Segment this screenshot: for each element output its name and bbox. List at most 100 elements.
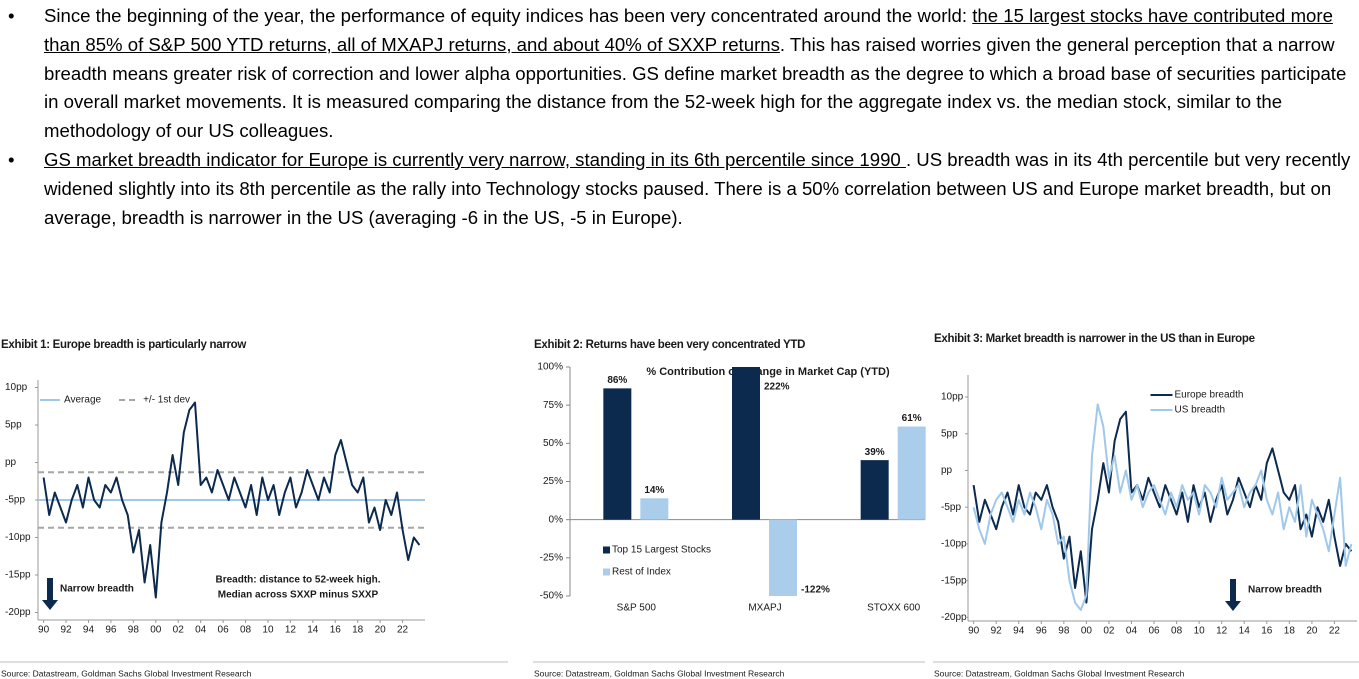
x-tick-label: 22: [397, 625, 409, 636]
x-tick-label: 18: [1284, 626, 1296, 637]
x-tick-label: 98: [128, 625, 140, 636]
y-tick-label: -50%: [540, 591, 563, 602]
value-label: 14%: [644, 485, 664, 496]
source: Source: Datastream, Goldman Sachs Global…: [1, 668, 252, 678]
x-tick-label: 94: [1013, 626, 1025, 637]
y-tick-label: -15pp: [5, 570, 31, 581]
bar: [860, 460, 889, 520]
value-label: 222%: [764, 382, 790, 393]
y-tick-label: -25%: [540, 552, 563, 563]
bullet: Since the beginning of the year, the per…: [0, 2, 1352, 146]
x-tick-label: 02: [173, 625, 185, 636]
annotation: Median across SXXP minus SXXP: [218, 590, 379, 601]
y-tick-label: -5pp: [941, 502, 961, 513]
y-tick-label: pp: [5, 457, 17, 468]
arrow-shaft: [1230, 579, 1236, 601]
x-tick-label: 94: [83, 625, 95, 636]
bullet-text: the 15 largest stocks have contributed m…: [44, 5, 1333, 55]
series-line: [972, 410, 1353, 604]
x-tick-label: 96: [1036, 626, 1048, 637]
y-tick-label: 25%: [543, 476, 563, 487]
annotation: Narrow breadth: [60, 584, 134, 595]
annotation: Breadth: distance to 52-week high.: [215, 575, 380, 586]
value-label: 86%: [607, 375, 627, 386]
y-tick-label: -20pp: [5, 607, 31, 618]
y-tick-label: 75%: [543, 400, 563, 411]
value-label: -122%: [801, 585, 830, 596]
bullet-text: Since the beginning of the year, the per…: [44, 5, 973, 26]
bar: [897, 426, 926, 520]
value-label: 61%: [902, 413, 922, 424]
y-tick-label: -10pp: [5, 532, 31, 543]
series-line: [972, 403, 1353, 611]
legend-swatch: [603, 568, 610, 576]
x-tick-label: 92: [991, 626, 1003, 637]
source: Source: Datastream, Goldman Sachs Global…: [934, 668, 1185, 678]
x-tick-label: 00: [150, 625, 162, 636]
text-block: Since the beginning of the year, the per…: [0, 2, 1355, 232]
x-tick-label: STOXX 600: [867, 603, 921, 614]
chart-subtitle: % Contribution of Change in Market Cap (…: [646, 366, 890, 378]
x-tick-label: 00: [1081, 626, 1093, 637]
x-tick-label: 10: [262, 625, 274, 636]
y-tick-label: 50%: [543, 438, 563, 449]
series-line: [42, 401, 421, 599]
chart-title: Exhibit 1: Europe breadth is particularl…: [1, 339, 246, 351]
chart-title: Exhibit 3: Market breadth is narrower in…: [934, 333, 1255, 345]
value-label: 39%: [865, 447, 885, 458]
x-tick-label: 12: [285, 625, 297, 636]
x-tick-label: 06: [218, 625, 230, 636]
y-tick-label: -15pp: [941, 575, 967, 586]
bars: [603, 367, 926, 596]
y-tick-label: 5pp: [5, 420, 22, 431]
x-tick-label: 90: [968, 626, 980, 637]
bullet-text: GS market breadth indicator for Europe i…: [44, 148, 906, 170]
y-tick-label: pp: [941, 465, 953, 476]
y-tick-label: 100%: [537, 362, 563, 373]
x-tick-label: 20: [1306, 626, 1318, 637]
legend-label: US breadth: [1175, 405, 1226, 416]
y-tick-label: -20pp: [941, 612, 967, 623]
x-tick-label: 14: [307, 625, 319, 636]
arrow-shaft: [47, 578, 53, 600]
x-tick-label: 90: [38, 625, 50, 636]
bar: [732, 367, 760, 520]
legend-label: Rest of Index: [612, 567, 671, 578]
x-tick-label: 16: [330, 625, 342, 636]
bar: [603, 388, 632, 520]
y-tick-label: 10pp: [941, 392, 964, 403]
legend-label: Europe breadth: [1175, 390, 1244, 401]
bullet-text: . US breadth was in its 4th percentile b…: [44, 148, 1351, 228]
arrow-head: [1225, 601, 1241, 611]
x-tick-label: 06: [1148, 626, 1160, 637]
y-tick-label: 5pp: [941, 428, 958, 439]
x-tick-label: 12: [1216, 626, 1228, 637]
x-tick-label: 96: [105, 625, 117, 636]
chart-title: Exhibit 2: Returns have been very concen…: [534, 339, 805, 351]
x-tick-label: 98: [1058, 626, 1070, 637]
x-tick-label: MXAPJ: [748, 603, 781, 614]
bar: [769, 519, 797, 596]
x-tick-label: S&P 500: [617, 603, 657, 614]
source: Source: Datastream, Goldman Sachs Global…: [534, 668, 785, 678]
x-tick-label: 18: [352, 625, 364, 636]
legend-label: Average: [64, 395, 102, 406]
legend-label: +/- 1st dev: [143, 395, 190, 406]
bar: [640, 498, 669, 520]
x-tick-label: 16: [1261, 626, 1273, 637]
bullet: GS market breadth indicator for Europe i…: [0, 146, 1352, 232]
x-tick-label: 20: [375, 625, 387, 636]
y-tick-label: -10pp: [941, 539, 967, 550]
x-tick-label: 02: [1103, 626, 1115, 637]
x-tick-label: 08: [240, 625, 252, 636]
x-tick-label: 10: [1194, 626, 1206, 637]
y-tick-label: 0%: [549, 514, 564, 525]
x-tick-label: 92: [60, 625, 72, 636]
x-tick-label: 04: [195, 625, 207, 636]
x-tick-label: 04: [1126, 626, 1138, 637]
bullet-text: . This has raised worries given the gene…: [44, 33, 1347, 142]
x-tick-label: 08: [1171, 626, 1183, 637]
y-tick-label: 10pp: [5, 382, 28, 393]
